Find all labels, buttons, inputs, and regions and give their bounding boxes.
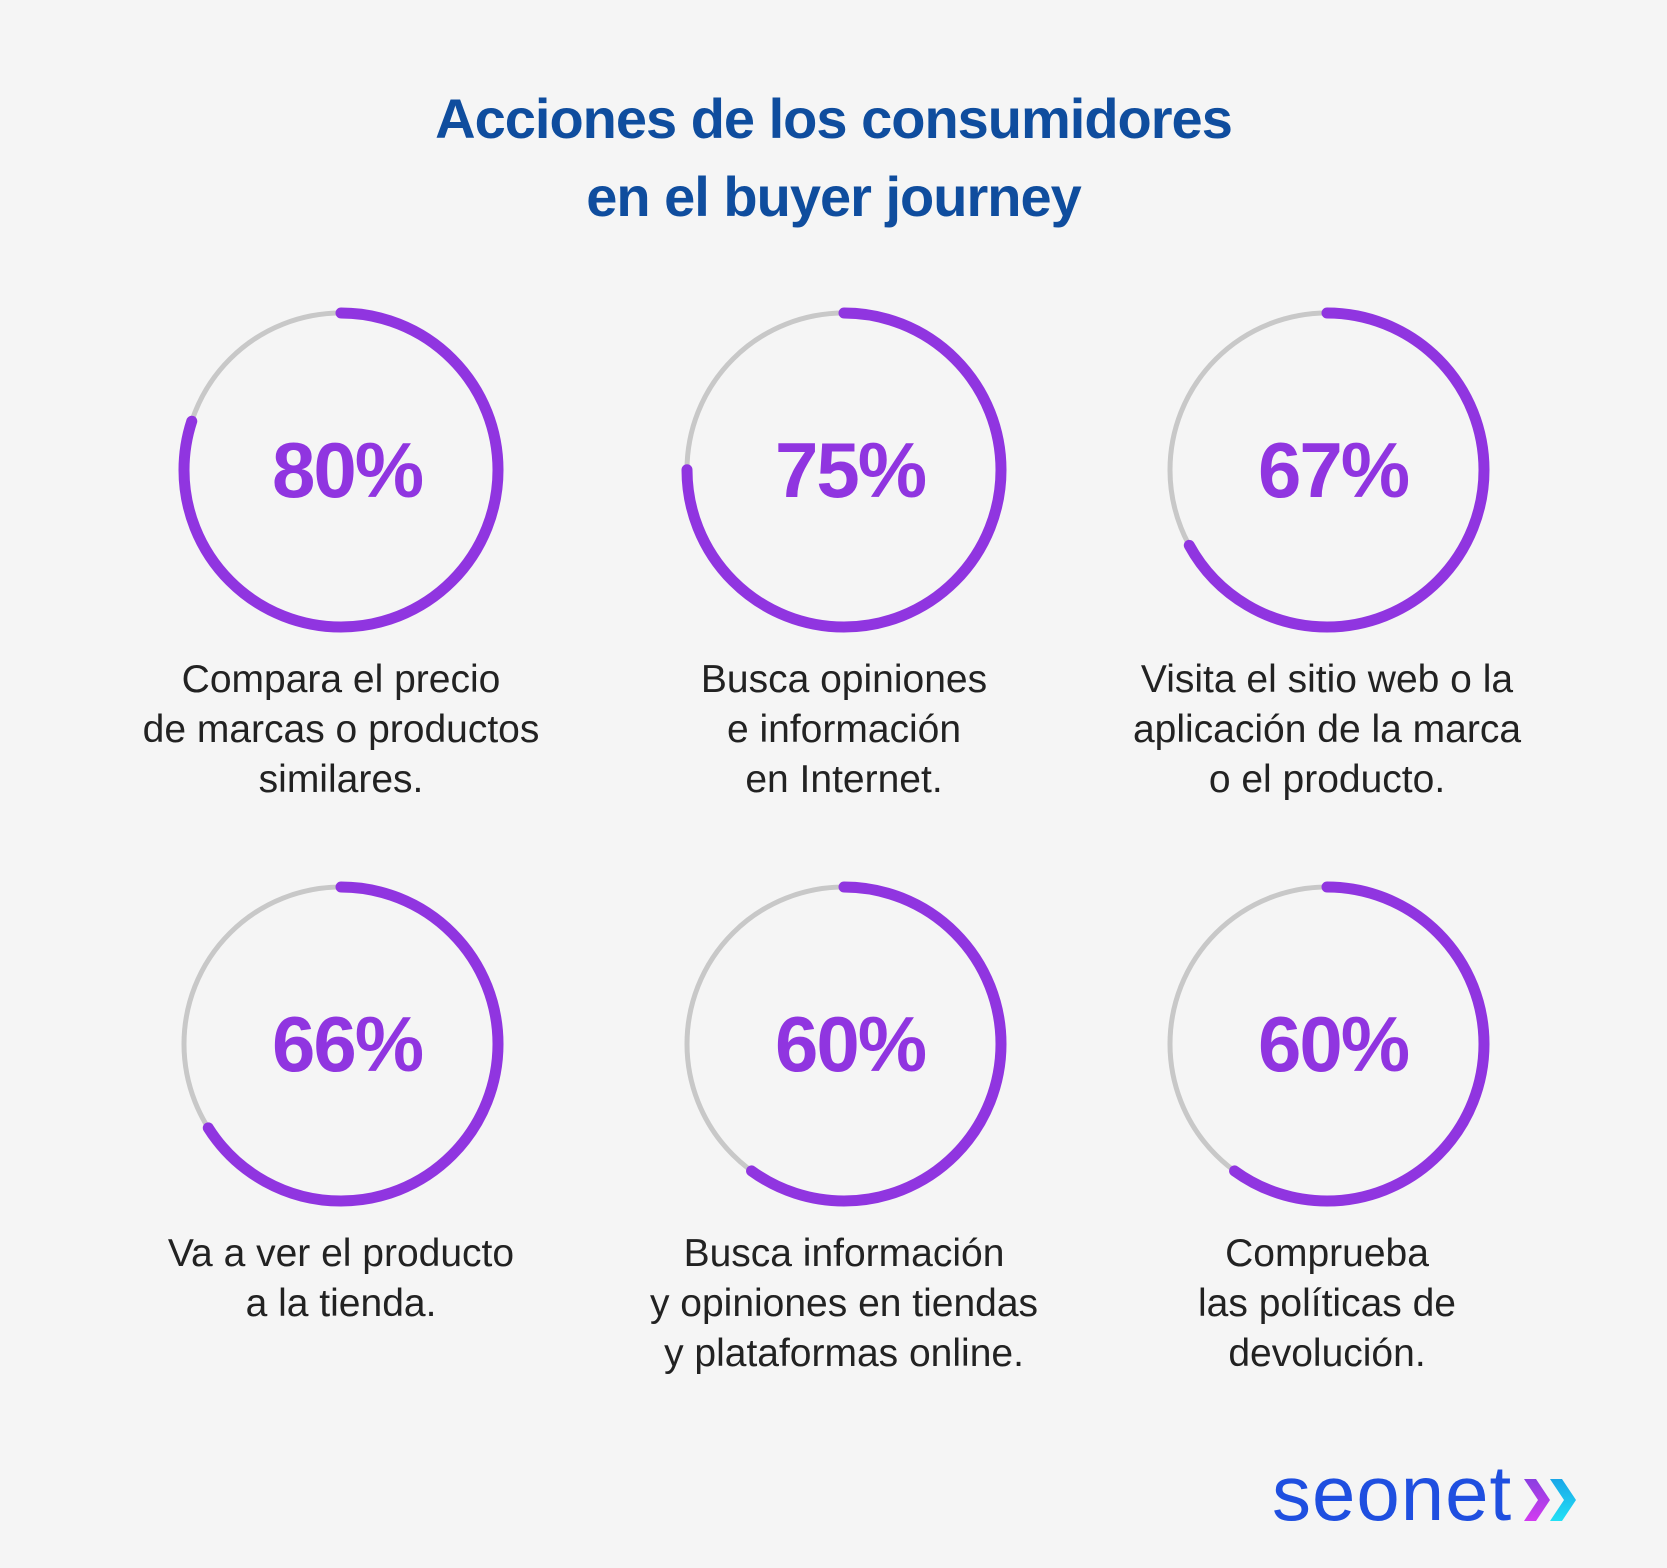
stat-label: Busca información y opiniones en tiendas y… bbox=[584, 1229, 1104, 1379]
stat-label: Va a ver el producto a la tienda. bbox=[81, 1229, 601, 1329]
stat-label-line: en Internet. bbox=[745, 758, 943, 801]
progress-arc-2 bbox=[681, 307, 1007, 633]
title-line-1: Acciones de los consumidores bbox=[435, 87, 1233, 150]
percent-value: 66% bbox=[271, 1000, 424, 1088]
progress-arc-3 bbox=[1164, 307, 1490, 633]
stat-label-line: de marcas o productos bbox=[142, 708, 540, 751]
stat-label-line: Compara el precio bbox=[181, 658, 501, 701]
progress-arc-4 bbox=[178, 881, 504, 1207]
stat-label-line: Busca opiniones bbox=[700, 658, 988, 701]
percent-value: 60% bbox=[1257, 1000, 1410, 1088]
percent-value: 60% bbox=[774, 1000, 927, 1088]
stat-label-line: aplicación de la marca bbox=[1132, 708, 1522, 751]
stat-label: Visita el sitio web o la aplicación de la… bbox=[1067, 655, 1587, 805]
percent-value: 80% bbox=[271, 426, 424, 514]
logo-text: seonet bbox=[1272, 1449, 1513, 1537]
percent-value: 67% bbox=[1257, 426, 1410, 514]
stat-label-line: Visita el sitio web o la bbox=[1140, 658, 1514, 701]
progress-arc-6 bbox=[1164, 881, 1490, 1207]
stat-label: Busca opiniones e información en Internet. bbox=[584, 655, 1104, 805]
stat-label-line: a la tienda. bbox=[245, 1282, 437, 1325]
stat-label-line: Busca información bbox=[683, 1232, 1005, 1275]
stat-label-line: y plataformas online. bbox=[664, 1332, 1024, 1375]
progress-arc-1 bbox=[178, 307, 504, 633]
stat-label-line: devolución. bbox=[1228, 1332, 1426, 1375]
stat-label-line: o el producto. bbox=[1208, 758, 1446, 801]
stat-label: Compara el precio de marcas o productos si… bbox=[81, 655, 601, 805]
stat-label-line: y opiniones en tiendas bbox=[649, 1282, 1039, 1325]
title-line-2: en el buyer journey bbox=[586, 165, 1082, 228]
page-title: Acciones de los consumidores en el buyer… bbox=[0, 80, 1667, 236]
stat-label-line: Va a ver el producto bbox=[167, 1232, 515, 1275]
percent-value: 75% bbox=[774, 426, 927, 514]
double-chevron-right-icon bbox=[1524, 1479, 1577, 1521]
stat-label-line: las políticas de bbox=[1198, 1282, 1456, 1325]
stat-label-line: similares. bbox=[258, 758, 424, 801]
stat-label-line: Comprueba bbox=[1225, 1232, 1429, 1275]
progress-arc-5 bbox=[681, 881, 1007, 1207]
stat-label: Comprueba las políticas de devolución. bbox=[1067, 1229, 1587, 1379]
seonet-logo: seonet bbox=[1272, 1448, 1582, 1538]
stat-label-line: e información bbox=[726, 708, 962, 751]
